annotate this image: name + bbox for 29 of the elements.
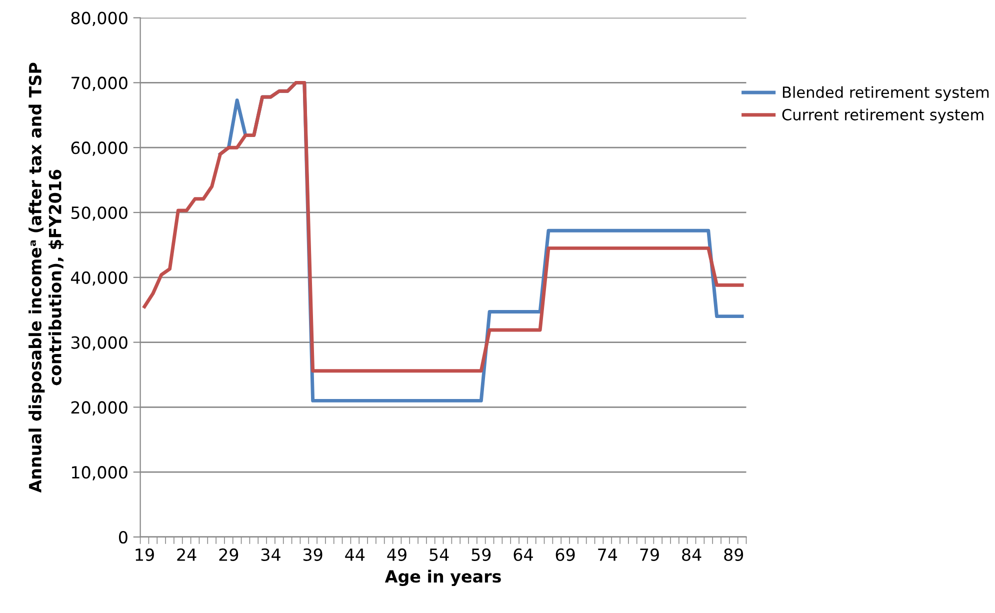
x-tick-label: 84 xyxy=(682,548,702,561)
y-tick-label: 40,000 xyxy=(70,271,128,286)
y-tick-label: 10,000 xyxy=(72,466,128,480)
x-tick-label: 29 xyxy=(219,548,238,561)
y-tick-label: 0 xyxy=(118,530,128,544)
x-tick-label: 24 xyxy=(177,548,196,561)
y-tick-label: 70,000 xyxy=(72,76,128,91)
x-tick-label: 49 xyxy=(387,548,406,561)
x-tick-label: 39 xyxy=(303,548,322,561)
legend-label: Current retirement system xyxy=(782,108,984,124)
y-tick-label: 80,000 xyxy=(71,12,128,26)
x-tick-label: 89 xyxy=(724,548,744,561)
line-series xyxy=(142,80,744,373)
x-tick-label: 74 xyxy=(598,548,618,561)
y-tick-label: 50,000 xyxy=(71,206,128,221)
x-tick-label: 19 xyxy=(136,548,154,561)
x-axis-title: Age in years xyxy=(384,570,501,586)
legend-label: Blended retirement system xyxy=(782,86,989,101)
x-tick-label: 54 xyxy=(430,548,449,561)
y-axis-title: Annual disposable incomeᵃ (after tax and TSP contribution), $FY2016 xyxy=(28,62,64,493)
y-tick-label: 60,000 xyxy=(71,142,128,156)
x-tick-label: 79 xyxy=(640,548,659,561)
y-tick-label: 20,000 xyxy=(71,401,128,416)
x-tick-label: 64 xyxy=(514,548,533,561)
x-tick-label: 59 xyxy=(472,548,491,561)
y-tick-label: 30,000 xyxy=(71,336,128,351)
x-tick-label: 34 xyxy=(261,548,280,561)
x-tick-label: 44 xyxy=(345,548,365,561)
x-tick-label: 69 xyxy=(556,548,575,561)
